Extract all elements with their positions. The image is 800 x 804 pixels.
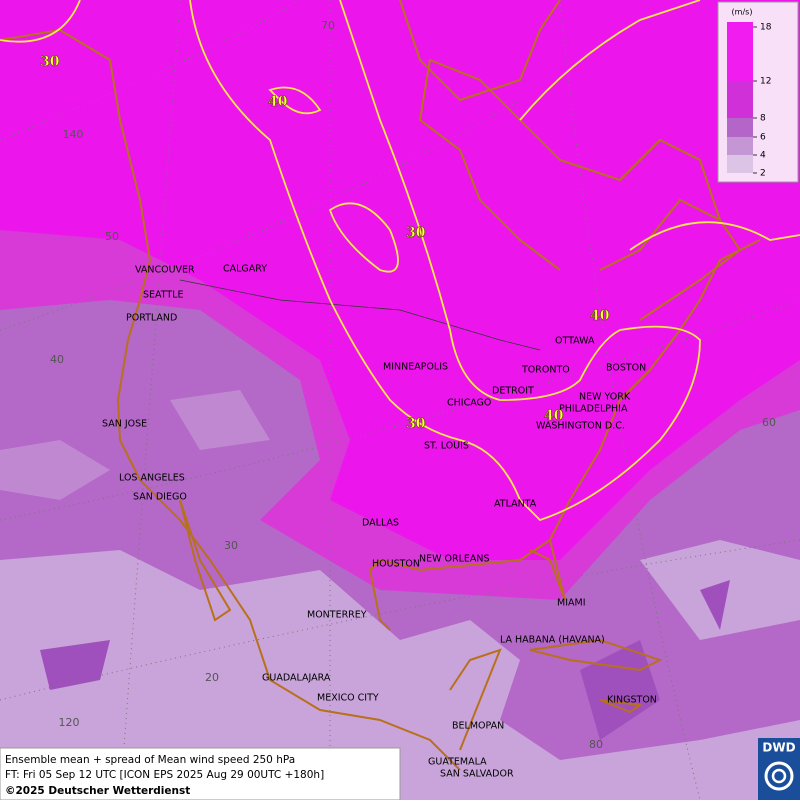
city-label: MIAMI [557, 598, 586, 609]
graticule-label: 80 [589, 738, 603, 751]
footer-box [0, 747, 401, 801]
graticule-label: 140 [63, 128, 84, 141]
city-label: DETROIT [492, 386, 534, 397]
city-label: LA HABANA (HAVANA) [500, 635, 605, 646]
legend-tick-label: 12 [760, 77, 771, 87]
legend: (m/s) 18 12 8 6 4 2 [717, 1, 799, 183]
legend-tick-label: 6 [760, 133, 766, 143]
legend-unit: (m/s) [732, 8, 753, 17]
field [0, 540, 800, 800]
field [0, 390, 270, 500]
city-label: MONTERREY [307, 610, 367, 621]
city-label: BELMOPAN [452, 721, 504, 732]
city-label: ATLANTA [494, 499, 537, 510]
city-label: GUATEMALA [428, 757, 487, 768]
city-label: SAN SALVADOR [440, 769, 514, 780]
city-label: BOSTON [606, 363, 646, 374]
city-label: SAN JOSE [102, 419, 147, 430]
legend-swatch [727, 137, 753, 155]
graticule-label: 70 [321, 19, 335, 32]
coastline [0, 0, 761, 771]
legend-swatch [727, 118, 753, 137]
graticule-label: 60 [762, 416, 776, 429]
border [179, 279, 541, 351]
city-label: PORTLAND [126, 313, 177, 324]
city-label: CALGARY [223, 264, 267, 275]
contour-label: 30 [40, 54, 60, 70]
graticule-label: 30 [224, 539, 238, 552]
legend-swatch [727, 81, 753, 118]
legend-tick-label: 8 [760, 114, 766, 124]
logo-icon [764, 761, 794, 791]
city-label: KINGSTON [607, 695, 657, 706]
contour-label: 40 [268, 94, 288, 110]
city-label: GUADALAJARA [262, 673, 331, 684]
legend-swatch [727, 22, 753, 81]
logo-text: DWD [762, 741, 795, 755]
contour-label: 40 [544, 408, 564, 424]
contour [0, 0, 800, 522]
city-label: SAN DIEGO [133, 492, 187, 503]
city-label: CHICAGO [447, 398, 491, 409]
legend-tick-label: 2 [760, 169, 766, 179]
graticule-label: 50 [105, 230, 119, 243]
legend-swatch [727, 155, 753, 173]
city-label: OTTAWA [555, 336, 595, 347]
footer-copyright: ©2025 Deutscher Wetterdienst [5, 785, 190, 797]
city-label: LOS ANGELES [119, 473, 185, 484]
legend-tick-label: 18 [760, 23, 772, 33]
city-label: PHILADELPHIA [559, 404, 628, 415]
footer-forecast: FT: Fri 05 Sep 12 UTC [ICON EPS 2025 Aug… [5, 769, 324, 781]
logo-icon [771, 768, 787, 784]
city-label: TORONTO [521, 365, 570, 376]
city-label: ST. LOUIS [424, 441, 469, 452]
graticule-label: 120 [59, 716, 80, 729]
city-label: NEW YORK [579, 392, 631, 403]
graticule-label: 40 [50, 353, 64, 366]
city-label: DALLAS [362, 518, 399, 529]
graticule-label: 20 [205, 671, 219, 684]
legend-tick-label: 4 [760, 151, 766, 161]
contour-label: 30 [406, 416, 426, 432]
city-label: SEATTLE [143, 290, 184, 301]
city-label: VANCOUVER [135, 265, 195, 276]
contour-label: 40 [590, 308, 610, 324]
city-label: HOUSTON [372, 559, 420, 570]
city-label: WASHINGTON D.C. [536, 421, 625, 432]
contour-label: 30 [406, 225, 426, 241]
footer-title: Ensemble mean + spread of Mean wind spee… [5, 754, 295, 766]
city-label: MINNEAPOLIS [383, 362, 448, 373]
city-label: MEXICO CITY [317, 693, 379, 704]
city-label: NEW ORLEANS [419, 554, 490, 565]
